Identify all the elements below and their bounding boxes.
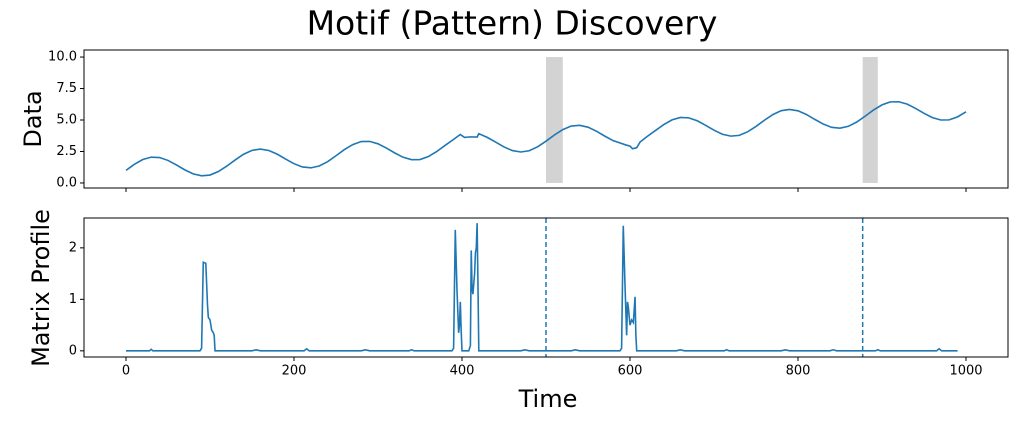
y-axis-label: Matrix Profile [27,209,55,367]
y-tick-label: 7.5 [56,81,77,96]
y-tick-label: 10.0 [48,50,77,65]
x-axis-label: Time [518,385,578,413]
highlight-region [862,57,878,183]
axes-frame [83,49,1009,189]
x-tick-label: 800 [786,364,811,379]
x-tick-label: 0 [122,364,130,379]
figure-title: Motif (Pattern) Discovery [307,4,718,43]
y-tick-label: 0.0 [56,175,77,190]
y-tick-label: 1 [69,292,77,307]
x-tick-label: 600 [618,364,643,379]
data-line [126,223,958,352]
y-tick-label: 2 [69,240,77,255]
axes-frame [83,217,1009,358]
x-tick-label: 1000 [949,364,982,379]
x-tick-label: 400 [450,364,475,379]
y-axis-label: Data [19,90,47,147]
highlight-region [546,57,563,183]
y-tick-label: 2.5 [56,144,77,159]
data-line [125,100,967,177]
x-tick-label: 200 [282,364,307,379]
y-tick-label: 0 [69,343,77,358]
y-tick-label: 5.0 [56,113,77,128]
